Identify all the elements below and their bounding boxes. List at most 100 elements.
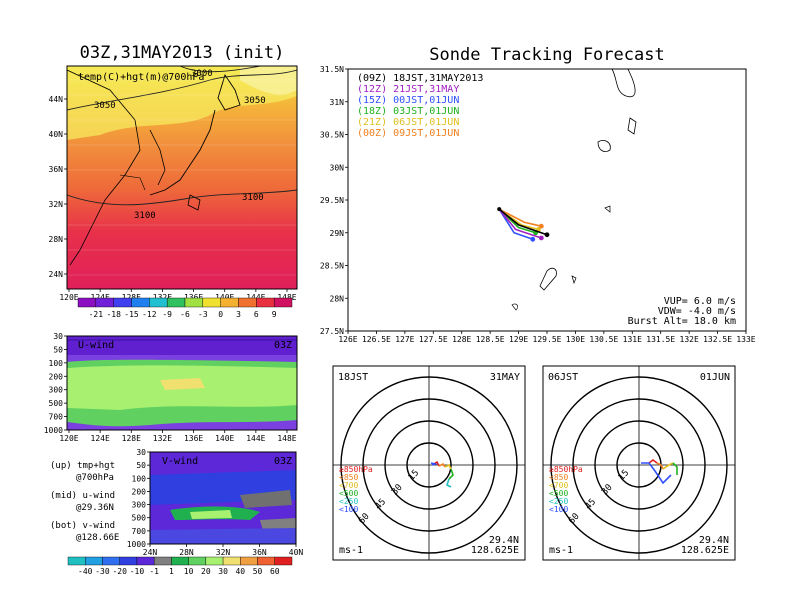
temp-colorbar-label: -3 (198, 310, 208, 319)
hodograph-wind-trace (446, 478, 452, 488)
wind-colorbar-cell (188, 556, 207, 566)
hodograph-lon: 128.625E (681, 545, 729, 556)
track-lat-ticks: 31.5N 31N 30.5N 30N 29.5N 29N 28.5N 28N 27.5N (320, 65, 348, 336)
hodograph-date: 31MAY (490, 372, 520, 383)
map-lat-tick-label: 24N (49, 270, 64, 279)
track-lon-tick-label: 128.5E (476, 335, 505, 344)
wind-colorbar-label: -30 (95, 567, 110, 576)
temp-colorbar-label: -21 (89, 310, 104, 319)
map-lon-tick-label: 132E (153, 293, 172, 302)
temp-colorbar-label: -6 (180, 310, 190, 319)
u-lon-tick-label: 128E (122, 434, 141, 443)
track-legend-entry: (15Z) 00JST,01JUN (357, 95, 459, 106)
u-lon-tick-label: 140E (215, 434, 234, 443)
track-lat-tick-label: 28.5N (320, 262, 344, 271)
hodograph-right: 06JST 01JUN≥850hPa<850<700<500<250<100153… (542, 365, 736, 561)
note-up: (up) tmp+hgt (50, 461, 115, 471)
track-info-line: VDW= -4.0 m/s (658, 306, 736, 317)
hodograph-level-label: <250 (339, 497, 358, 506)
v-lat-tick-label: 28N (179, 548, 194, 557)
u-lon-tick-label: 136E (184, 434, 203, 443)
track-lon-tick-label: 133E (736, 335, 755, 344)
track-lat-tick-label: 29.5N (320, 196, 344, 205)
wind-colorbar-cell (222, 556, 241, 566)
wind-colorbar-label: 20 (201, 567, 211, 576)
track-series-line (498, 208, 548, 236)
map-label: temp(C)+hgt(m)@700hPa (78, 72, 204, 83)
temp-colorbar-label: 6 (254, 310, 259, 319)
note-up-2: @700hPa (76, 473, 114, 483)
track-series-line (498, 208, 542, 239)
note-bot-2: @128.66E (76, 533, 119, 543)
map-lon-tick-label: 144E (246, 293, 265, 302)
map-lon-tick-label: 136E (184, 293, 203, 302)
hodograph-time: 18JST (338, 372, 368, 383)
u-lon-tick-label: 120E (59, 434, 78, 443)
hodograph-unit: ms-1 (549, 545, 573, 556)
v-pressure-ticks: 30 50 100 200 300 500 700 1000 (127, 448, 150, 549)
track-lon-ticks: 126E 126.5E 127E 127.5E 128E 128.5E 129E 129.5E… (338, 331, 756, 344)
temp-colorbar-cell (184, 297, 204, 308)
map-lon-tick-label: 120E (59, 293, 78, 302)
u-p-tick-label: 1000 (44, 426, 63, 435)
wind-colorbar-label: -20 (112, 567, 127, 576)
u-wind-panel: U-wind 03Z (66, 335, 298, 431)
u-p-tick-label: 300 (49, 386, 64, 395)
v-lat-tick-label: 32N (216, 548, 231, 557)
temp-colorbar-label: 0 (218, 310, 223, 319)
wind-colorbar-label: 40 (235, 567, 245, 576)
hodograph-wind-trace (656, 462, 664, 470)
contour-label: 3100 (242, 193, 264, 203)
temp-colorbar-label: 9 (272, 310, 277, 319)
v-p-tick-label: 300 (132, 501, 147, 510)
u-p-tick-label: 100 (49, 359, 64, 368)
u-lon-tick-label: 148E (277, 434, 296, 443)
track-series-line (498, 208, 542, 227)
u-lon-ticks: 120E 124E 128E 132E 136E 140E 144E 148E (59, 430, 297, 443)
v-p-tick-label: 1000 (127, 540, 146, 549)
v-lat-tick-label: 36N (252, 548, 267, 557)
track-lat-tick-label: 31.5N (320, 65, 344, 74)
wind-colorbar-cell (67, 556, 86, 566)
v-p-tick-label: 200 (132, 487, 147, 496)
map-lon-tick-label: 128E (122, 293, 141, 302)
temp-colorbar-cell (113, 297, 132, 308)
map-lat-tick-label: 36N (49, 165, 64, 174)
v-p-tick-label: 50 (136, 461, 146, 470)
hodograph-wind-trace (672, 462, 678, 475)
hodograph-wind-trace (662, 462, 674, 470)
hodograph-wind-trace (648, 459, 658, 464)
track-lon-tick-label: 130.5E (589, 335, 618, 344)
u-lon-tick-label: 124E (91, 434, 110, 443)
hodograph-level-label: <500 (549, 489, 568, 498)
temp-colorbar-label: -18 (106, 310, 121, 319)
hodograph-wind-trace (444, 463, 452, 470)
map-lat-tick-label: 28N (49, 235, 64, 244)
track-title: Sonde Tracking Forecast (429, 45, 664, 65)
hodograph-level-label: <100 (339, 505, 358, 514)
v-p-tick-label: 30 (136, 448, 146, 457)
wind-colorbar-cell (102, 556, 120, 566)
wind-colorbar-cell (205, 556, 224, 566)
temp-colorbar-cell (202, 297, 221, 308)
wind-colorbar-cell (257, 556, 275, 566)
v-lat-tick-label: 24N (143, 548, 158, 557)
v-p-tick-label: 100 (132, 474, 147, 483)
panel-notes: (up) tmp+hgt @700hPa (mid) u-wind @29.36… (50, 461, 119, 543)
wind-colorbar-cell (136, 556, 155, 566)
track-info-line: VUP= 6.0 m/s (664, 296, 736, 307)
wind-colorbar-label: 10 (184, 567, 194, 576)
hodograph-level-label: ≥850hPa (339, 465, 373, 474)
track-lat-tick-label: 30N (330, 163, 345, 172)
v-wind-time: 03Z (274, 456, 292, 467)
wind-colorbar-label: -10 (130, 567, 145, 576)
temp-colorbar-label: -12 (142, 310, 157, 319)
contour-label: 3000 (191, 69, 213, 79)
wind-colorbar-cell (119, 556, 138, 566)
track-legend: (09Z) 18JST,31MAY2013(12Z) 21JST,31MAY(1… (357, 73, 483, 139)
hodograph-level-label: <500 (339, 489, 358, 498)
track-lon-tick-label: 132.5E (703, 335, 732, 344)
hodograph-lat: 29.4N (699, 535, 729, 546)
u-wind-label: U-wind (78, 340, 114, 351)
